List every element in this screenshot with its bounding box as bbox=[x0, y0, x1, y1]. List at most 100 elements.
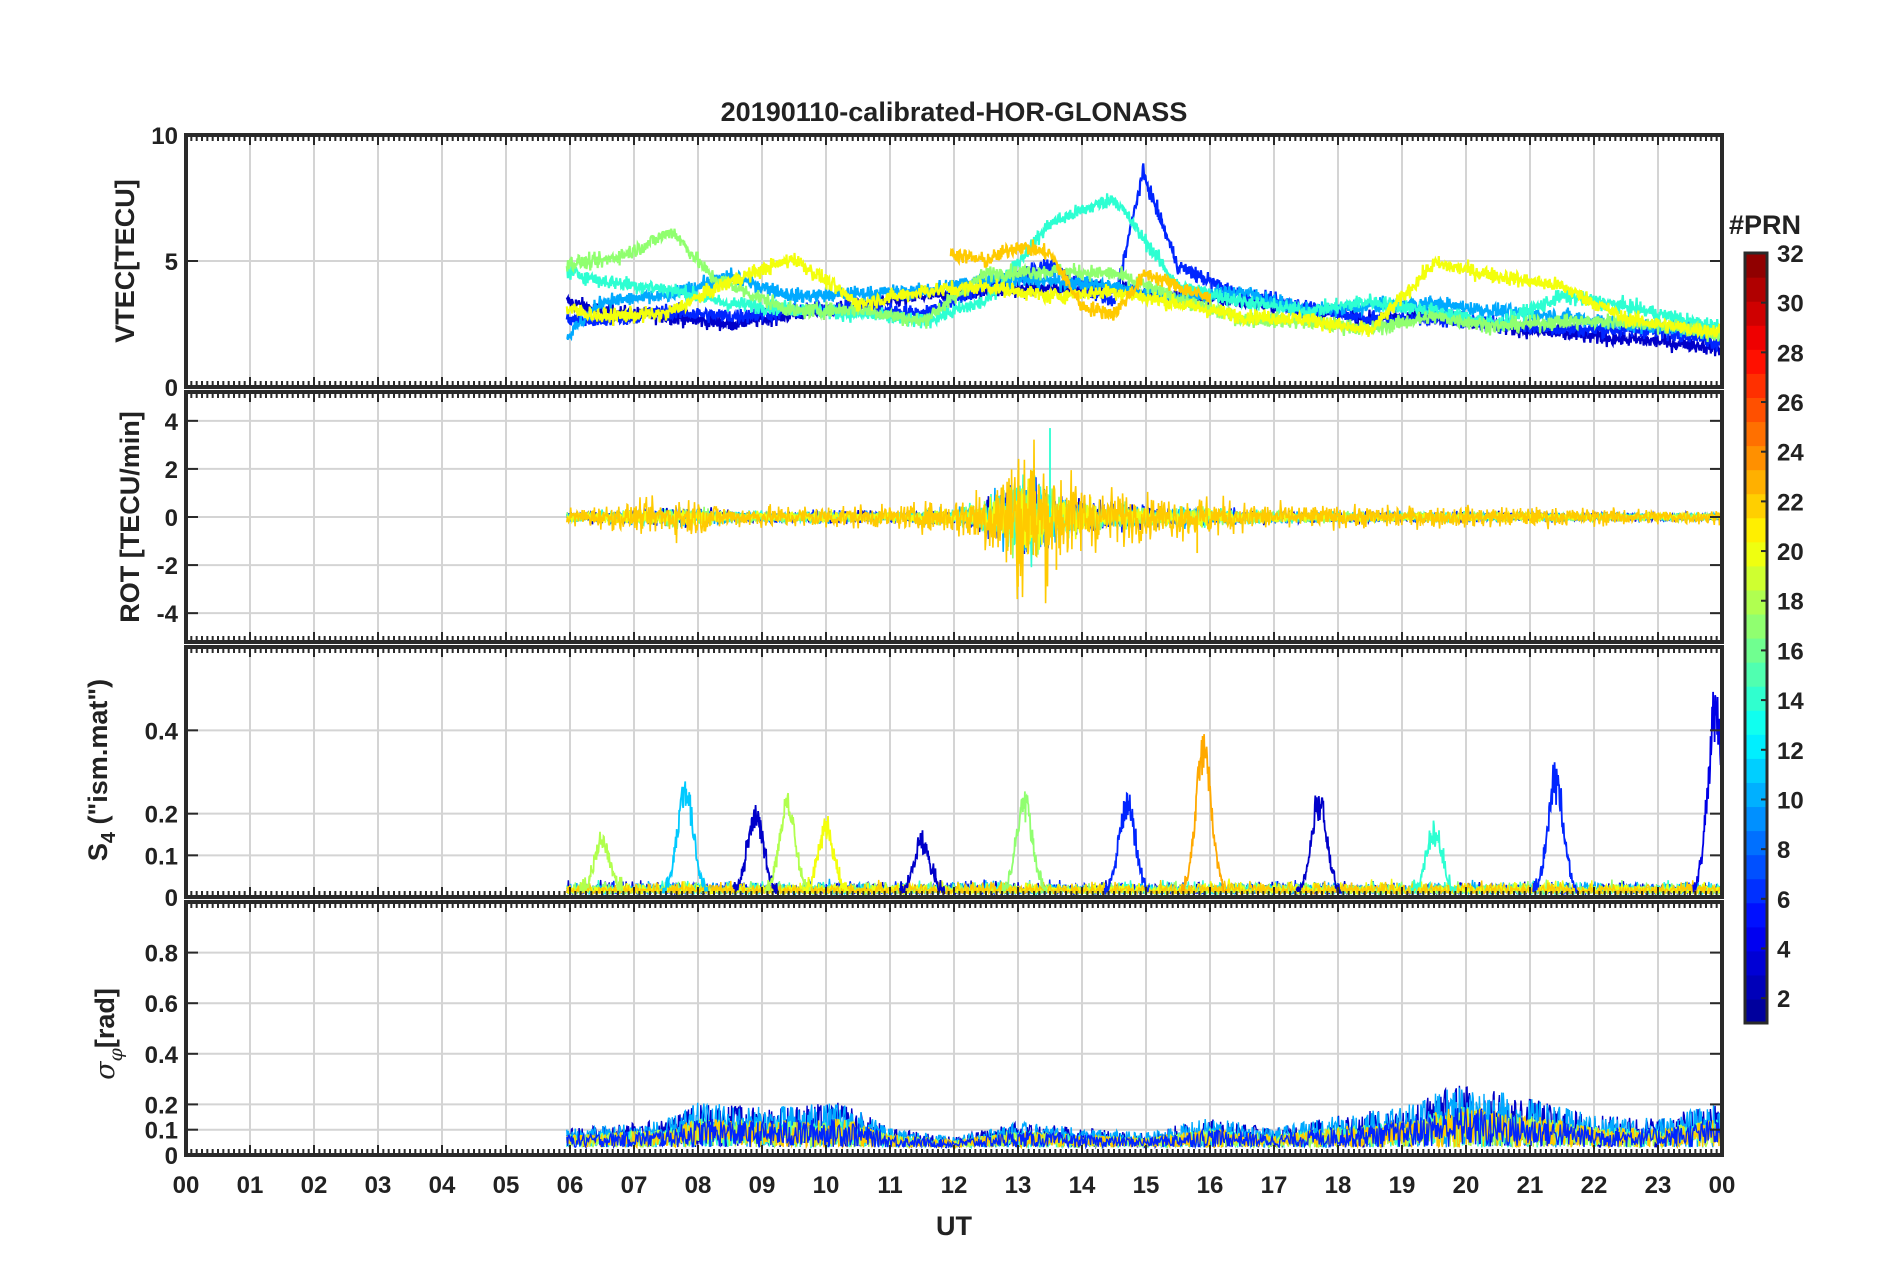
colorbar-title: #PRN bbox=[1729, 210, 1801, 240]
colorbar-swatch bbox=[1745, 301, 1767, 326]
y-tick-label: 0 bbox=[165, 885, 178, 912]
x-tick-label: 14 bbox=[1069, 1172, 1096, 1199]
y-tick-label: 0 bbox=[165, 505, 178, 532]
rot-ylabel: ROT [TECU/min] bbox=[115, 411, 145, 622]
colorbar-tick-label: 30 bbox=[1777, 291, 1804, 318]
x-tick-label: 11 bbox=[877, 1172, 902, 1199]
colorbar-swatch bbox=[1745, 878, 1767, 904]
colorbar-tick-label: 8 bbox=[1777, 837, 1790, 864]
x-tick-label: 20 bbox=[1453, 1172, 1480, 1199]
colorbar-swatch bbox=[1745, 493, 1767, 519]
s4-peak-burst bbox=[1295, 795, 1343, 895]
colorbar-swatches bbox=[1745, 253, 1767, 1024]
s4-peak-burst bbox=[898, 830, 946, 896]
colorbar-swatch bbox=[1745, 758, 1767, 783]
x-tick-label: 08 bbox=[685, 1172, 712, 1199]
s4-y-ticks: 0 0.1 0.2 0.4 bbox=[145, 718, 1722, 912]
x-tick-label: 07 bbox=[621, 1172, 648, 1199]
vtec-ylabel: VTEC[TECU] bbox=[110, 179, 140, 343]
colorbar-swatch bbox=[1745, 854, 1767, 880]
colorbar-swatch bbox=[1745, 734, 1767, 759]
s4-peak-burst bbox=[1532, 762, 1579, 894]
sigma-phi-x-ticks bbox=[185, 902, 1723, 1155]
colorbar-tick-label: 24 bbox=[1777, 440, 1804, 467]
colorbar-tick-label: 32 bbox=[1777, 241, 1804, 268]
colorbar-tick-label: 22 bbox=[1777, 489, 1804, 516]
colorbar-swatch bbox=[1745, 710, 1767, 735]
x-tick-label: 09 bbox=[749, 1172, 776, 1199]
x-tick-label: 00 bbox=[1709, 1172, 1736, 1199]
y-tick-label: 0.4 bbox=[145, 718, 179, 745]
s4-grid bbox=[186, 647, 1722, 897]
x-tick-label: 06 bbox=[557, 1172, 584, 1199]
chart-title: 20190110-calibrated-HOR-GLONASS bbox=[721, 97, 1188, 127]
colorbar-tick-label: 2 bbox=[1777, 986, 1790, 1013]
colorbar-swatch bbox=[1745, 253, 1767, 278]
colorbar-tick-label: 12 bbox=[1777, 738, 1804, 765]
colorbar-swatch bbox=[1745, 397, 1767, 423]
colorbar-swatch bbox=[1745, 830, 1767, 856]
x-tick-label: 19 bbox=[1389, 1172, 1416, 1199]
colorbar-swatch bbox=[1745, 565, 1767, 591]
s4-peak-burst bbox=[1410, 820, 1458, 896]
x-tick-label: 03 bbox=[365, 1172, 392, 1199]
colorbar-swatch bbox=[1745, 782, 1767, 808]
s4-peak-burst bbox=[802, 815, 850, 896]
colorbar-tick-label: 28 bbox=[1777, 340, 1804, 367]
vtec-series-line bbox=[949, 239, 1212, 321]
colorbar-swatch bbox=[1745, 638, 1767, 663]
sigma-phi-panel: 00.10.2 0.4 0.6 0.8 00 01 02 03 04 05 06 07 08 09 10 1… bbox=[90, 900, 1736, 1199]
colorbar-swatch bbox=[1745, 325, 1767, 350]
rot-series bbox=[566, 428, 1722, 604]
s4-peak-burst bbox=[578, 831, 626, 897]
colorbar-swatch bbox=[1745, 541, 1767, 567]
colorbar-swatch bbox=[1745, 806, 1767, 832]
x-tick-label: 18 bbox=[1325, 1172, 1352, 1199]
colorbar-swatch bbox=[1745, 373, 1767, 398]
colorbar-swatch bbox=[1745, 469, 1767, 495]
y-tick-label: 0.4 bbox=[145, 1042, 179, 1069]
colorbar-tick-label: 18 bbox=[1777, 589, 1804, 616]
s4-x-ticks bbox=[185, 647, 1723, 897]
colorbar-tick-label: 16 bbox=[1777, 638, 1804, 665]
y-tick-label: -2 bbox=[157, 553, 178, 580]
y-tick-label: 0.8 bbox=[145, 941, 178, 968]
s4-ylabel: S4 ("ism.mat") bbox=[83, 679, 120, 861]
sigma-phi-series-line bbox=[566, 1107, 1722, 1151]
x-tick-label: 23 bbox=[1645, 1172, 1672, 1199]
vtec-panel: 0 5 10 VTEC[TECU] bbox=[110, 123, 1724, 402]
vtec-series-line bbox=[565, 252, 1722, 341]
vtec-series-line bbox=[565, 228, 1722, 343]
x-tick-label: 05 bbox=[493, 1172, 520, 1199]
sigma-phi-y-ticks: 00.10.2 0.4 0.6 0.8 bbox=[145, 941, 1722, 1170]
colorbar-swatch bbox=[1745, 445, 1767, 471]
sigma-phi-series bbox=[566, 1085, 1722, 1151]
rot-panel: -4 -2 0 2 4 ROT [TECU/min] bbox=[115, 390, 1724, 644]
x-tick-label: 12 bbox=[941, 1172, 968, 1199]
x-axis-label: UT bbox=[936, 1211, 972, 1241]
x-tick-label: 10 bbox=[813, 1172, 840, 1199]
vtec-series-line bbox=[566, 193, 1722, 336]
y-tick-label: 4 bbox=[165, 409, 179, 436]
x-tick-label: 17 bbox=[1261, 1172, 1288, 1199]
colorbar-swatch bbox=[1745, 589, 1767, 615]
s4-peak-burst bbox=[1001, 791, 1048, 895]
colorbar-swatch bbox=[1745, 613, 1767, 639]
y-tick-label: 0.6 bbox=[145, 991, 178, 1018]
colorbar-swatch bbox=[1745, 277, 1767, 302]
s4-peak-burst bbox=[661, 781, 709, 896]
y-tick-label: 5 bbox=[165, 249, 178, 276]
y-tick-label: 0 bbox=[165, 1143, 178, 1170]
colorbar-swatch bbox=[1745, 517, 1767, 543]
x-tick-label: 13 bbox=[1005, 1172, 1032, 1199]
colorbar-swatch bbox=[1745, 349, 1767, 374]
y-tick-label: 2 bbox=[165, 457, 178, 484]
colorbar-tick-label: 4 bbox=[1777, 936, 1791, 963]
y-tick-label: 0 bbox=[165, 375, 178, 402]
colorbar-swatch bbox=[1745, 974, 1767, 1000]
x-tick-label: 04 bbox=[429, 1172, 456, 1199]
colorbar-swatch bbox=[1745, 421, 1767, 447]
s4-panel: 0 0.1 0.2 0.4 S4 ("ism.mat") bbox=[83, 645, 1724, 912]
colorbar-tick-label: 20 bbox=[1777, 539, 1804, 566]
